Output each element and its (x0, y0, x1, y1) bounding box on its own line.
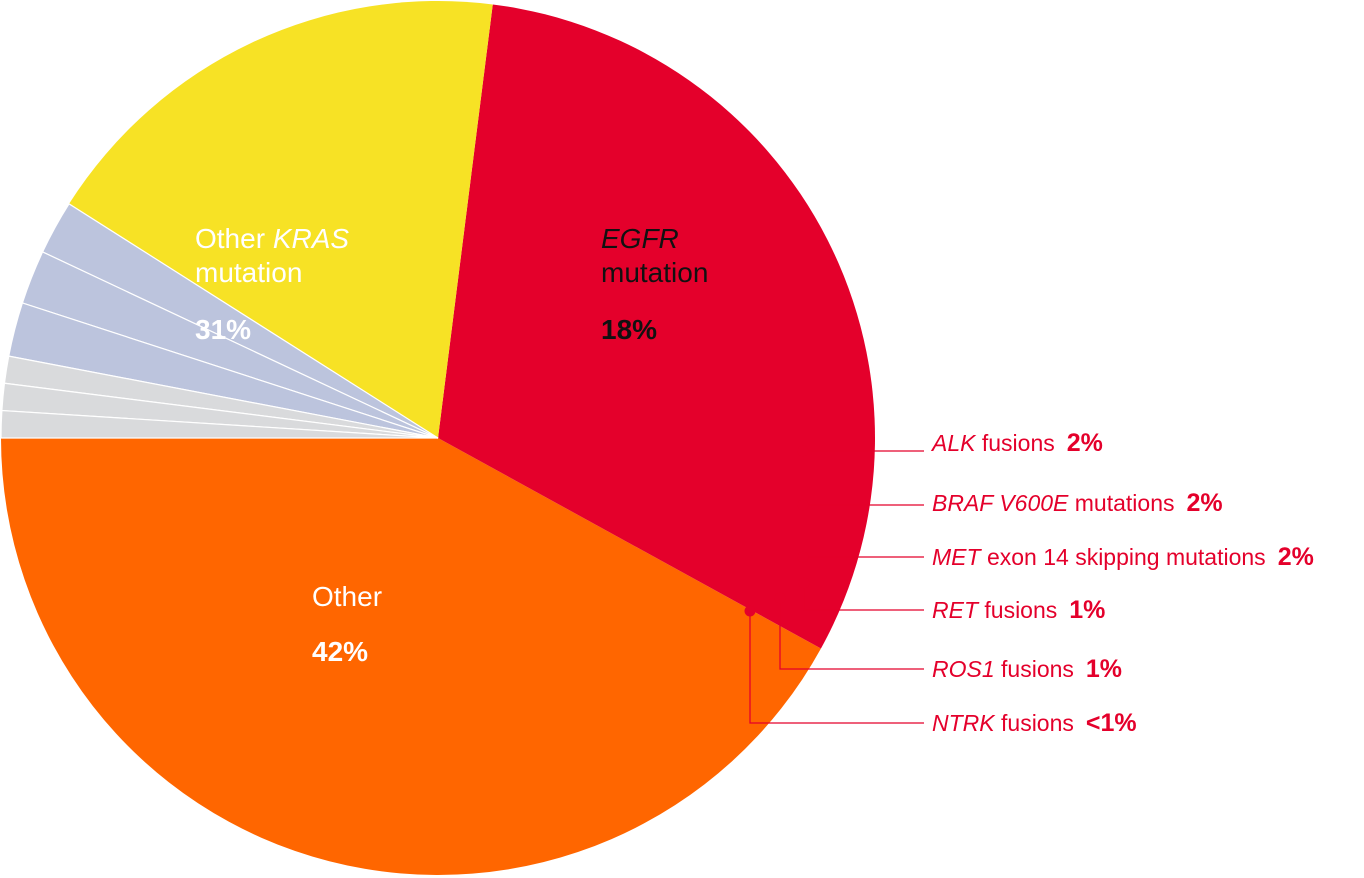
slice-ntrk-fusions (0, 409, 439, 439)
callout-labels: ALK fusions 2% BRAF V600E mutations 2% MET e… (744, 429, 1314, 737)
slice-value-other: 42% (312, 636, 368, 667)
callout-label-ntrk: NTRK fusions <1% (932, 709, 1137, 737)
callout-dot-ntrk (744, 605, 756, 617)
callout-label-alk: ALK fusions 2% (930, 429, 1103, 457)
callout-label-ret: RET fusions 1% (932, 596, 1105, 624)
pie-slices (0, 1, 876, 876)
callout-dot-braf-v600e (797, 499, 809, 511)
inside-labels: Other 42% Other KRAS mutation 31% EGFR mutatio… (195, 223, 708, 667)
callout-line-ros1 (779, 598, 924, 670)
callout-label-braf-v600e: BRAF V600E mutations 2% (932, 489, 1223, 517)
slice-value-egfr: 18% (601, 314, 657, 345)
callout-line-ret (803, 583, 924, 611)
callout-label-met: MET exon 14 skipping mutations 2% (932, 543, 1314, 571)
callout-dot-alk (797, 445, 809, 457)
callout-dot-ros1 (774, 592, 786, 604)
slice-label-other-kras: Other KRAS mutation (195, 223, 349, 288)
slice-other-kras (438, 4, 876, 649)
callout-dot-ret (798, 577, 810, 589)
callout-line-ntrk (749, 611, 924, 724)
slice-other (0, 438, 821, 876)
slice-label-egfr: EGFR mutation (601, 223, 708, 288)
slice-label-other: Other (312, 581, 382, 612)
callout-dot-met (797, 551, 809, 563)
slice-egfr (69, 1, 493, 439)
callout-label-ros1: ROS1 fusions 1% (932, 655, 1122, 683)
slice-value-other-kras: 31% (195, 314, 251, 345)
